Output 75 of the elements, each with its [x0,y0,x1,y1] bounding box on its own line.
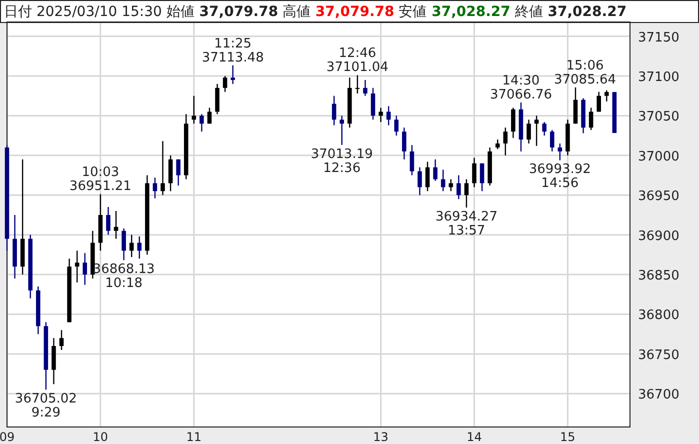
chart-title: 日付 2025/03/10 15:30 始値 37,079.78 高値 37,079.78 安値 37,028.27 終値 37,028.27 [4,4,627,20]
candlestick [558,142,562,161]
x-tick-label: 10 [92,430,108,444]
candlestick [472,157,476,188]
candlestick [503,127,508,156]
candlestick [394,115,399,136]
candlestick [160,140,165,196]
candlestick [495,138,500,150]
candlestick [418,166,422,196]
candlestick [152,177,158,199]
candlestick [215,83,220,115]
annotation: 11:25 37113.48 [202,36,264,66]
candlestick [355,74,360,94]
candlestick [82,252,88,286]
candlestick [168,154,173,192]
candlestick [386,106,391,126]
annotation: 37013.19 12:36 [310,146,373,176]
candlestick [402,127,406,160]
candlestick [604,90,609,102]
candlestick [207,107,212,124]
y-tick-label: 37100 [638,70,680,85]
annotation: 36705.02 9:29 [14,392,77,421]
candlestick [526,119,531,144]
candlestick [370,87,376,120]
annotation: 12:46 37101.04 [326,46,388,76]
annotation: 10:03 36951.21 [69,165,132,194]
candlestick [200,114,204,132]
candlestick [440,169,446,192]
y-tick-label: 36950 [638,189,680,204]
y-tick-label: 36900 [638,228,680,244]
y-tick-label: 37150 [638,30,680,46]
candlestick [573,86,578,124]
candlestick [378,107,383,123]
annotation: 36993.92 14:56 [528,162,591,192]
candlestick [74,250,80,284]
candlestick [114,210,118,240]
y-tick-label: 36750 [638,348,680,363]
candlestick [192,95,196,124]
candlestick [480,162,484,192]
candlestick [534,115,539,146]
annotation: 36934.27 13:57 [435,210,498,239]
candlestick [550,129,554,152]
candlestick [588,107,594,131]
candlestick [176,158,180,186]
y-tick-label: 36850 [638,268,680,284]
x-tick-label: 09 [0,430,15,444]
annotation: 14:30 37066.76 [490,73,552,102]
y-tick-label: 37000 [638,149,680,164]
y-tick-label: 36800 [638,308,680,324]
candlestick [448,178,454,192]
candlestick [542,121,546,136]
candlestick [52,337,56,385]
candlestick [122,228,126,261]
candlestick [363,79,368,96]
x-tick-label: 13 [373,430,388,444]
x-tick-label: 15 [560,430,576,444]
candlestick [106,206,110,236]
y-tick-label: 36700 [638,388,680,403]
candlestick [596,91,601,112]
candlestick [137,236,142,260]
candlestick [340,115,344,146]
annotation: 15:06 37085.64 [554,58,616,88]
candlestick [410,144,414,176]
candlestick [230,64,235,85]
candlestick [464,178,469,208]
candlestick [332,95,336,126]
candlestick [59,330,64,351]
x-tick-label: 14 [466,430,482,444]
candlestick [425,161,430,192]
candlestick [433,158,438,182]
candlestick [222,75,228,92]
candlestick [456,174,461,200]
candlestick [511,107,516,139]
y-tick-label: 37050 [638,110,680,125]
x-tick-label: 11 [186,430,202,444]
